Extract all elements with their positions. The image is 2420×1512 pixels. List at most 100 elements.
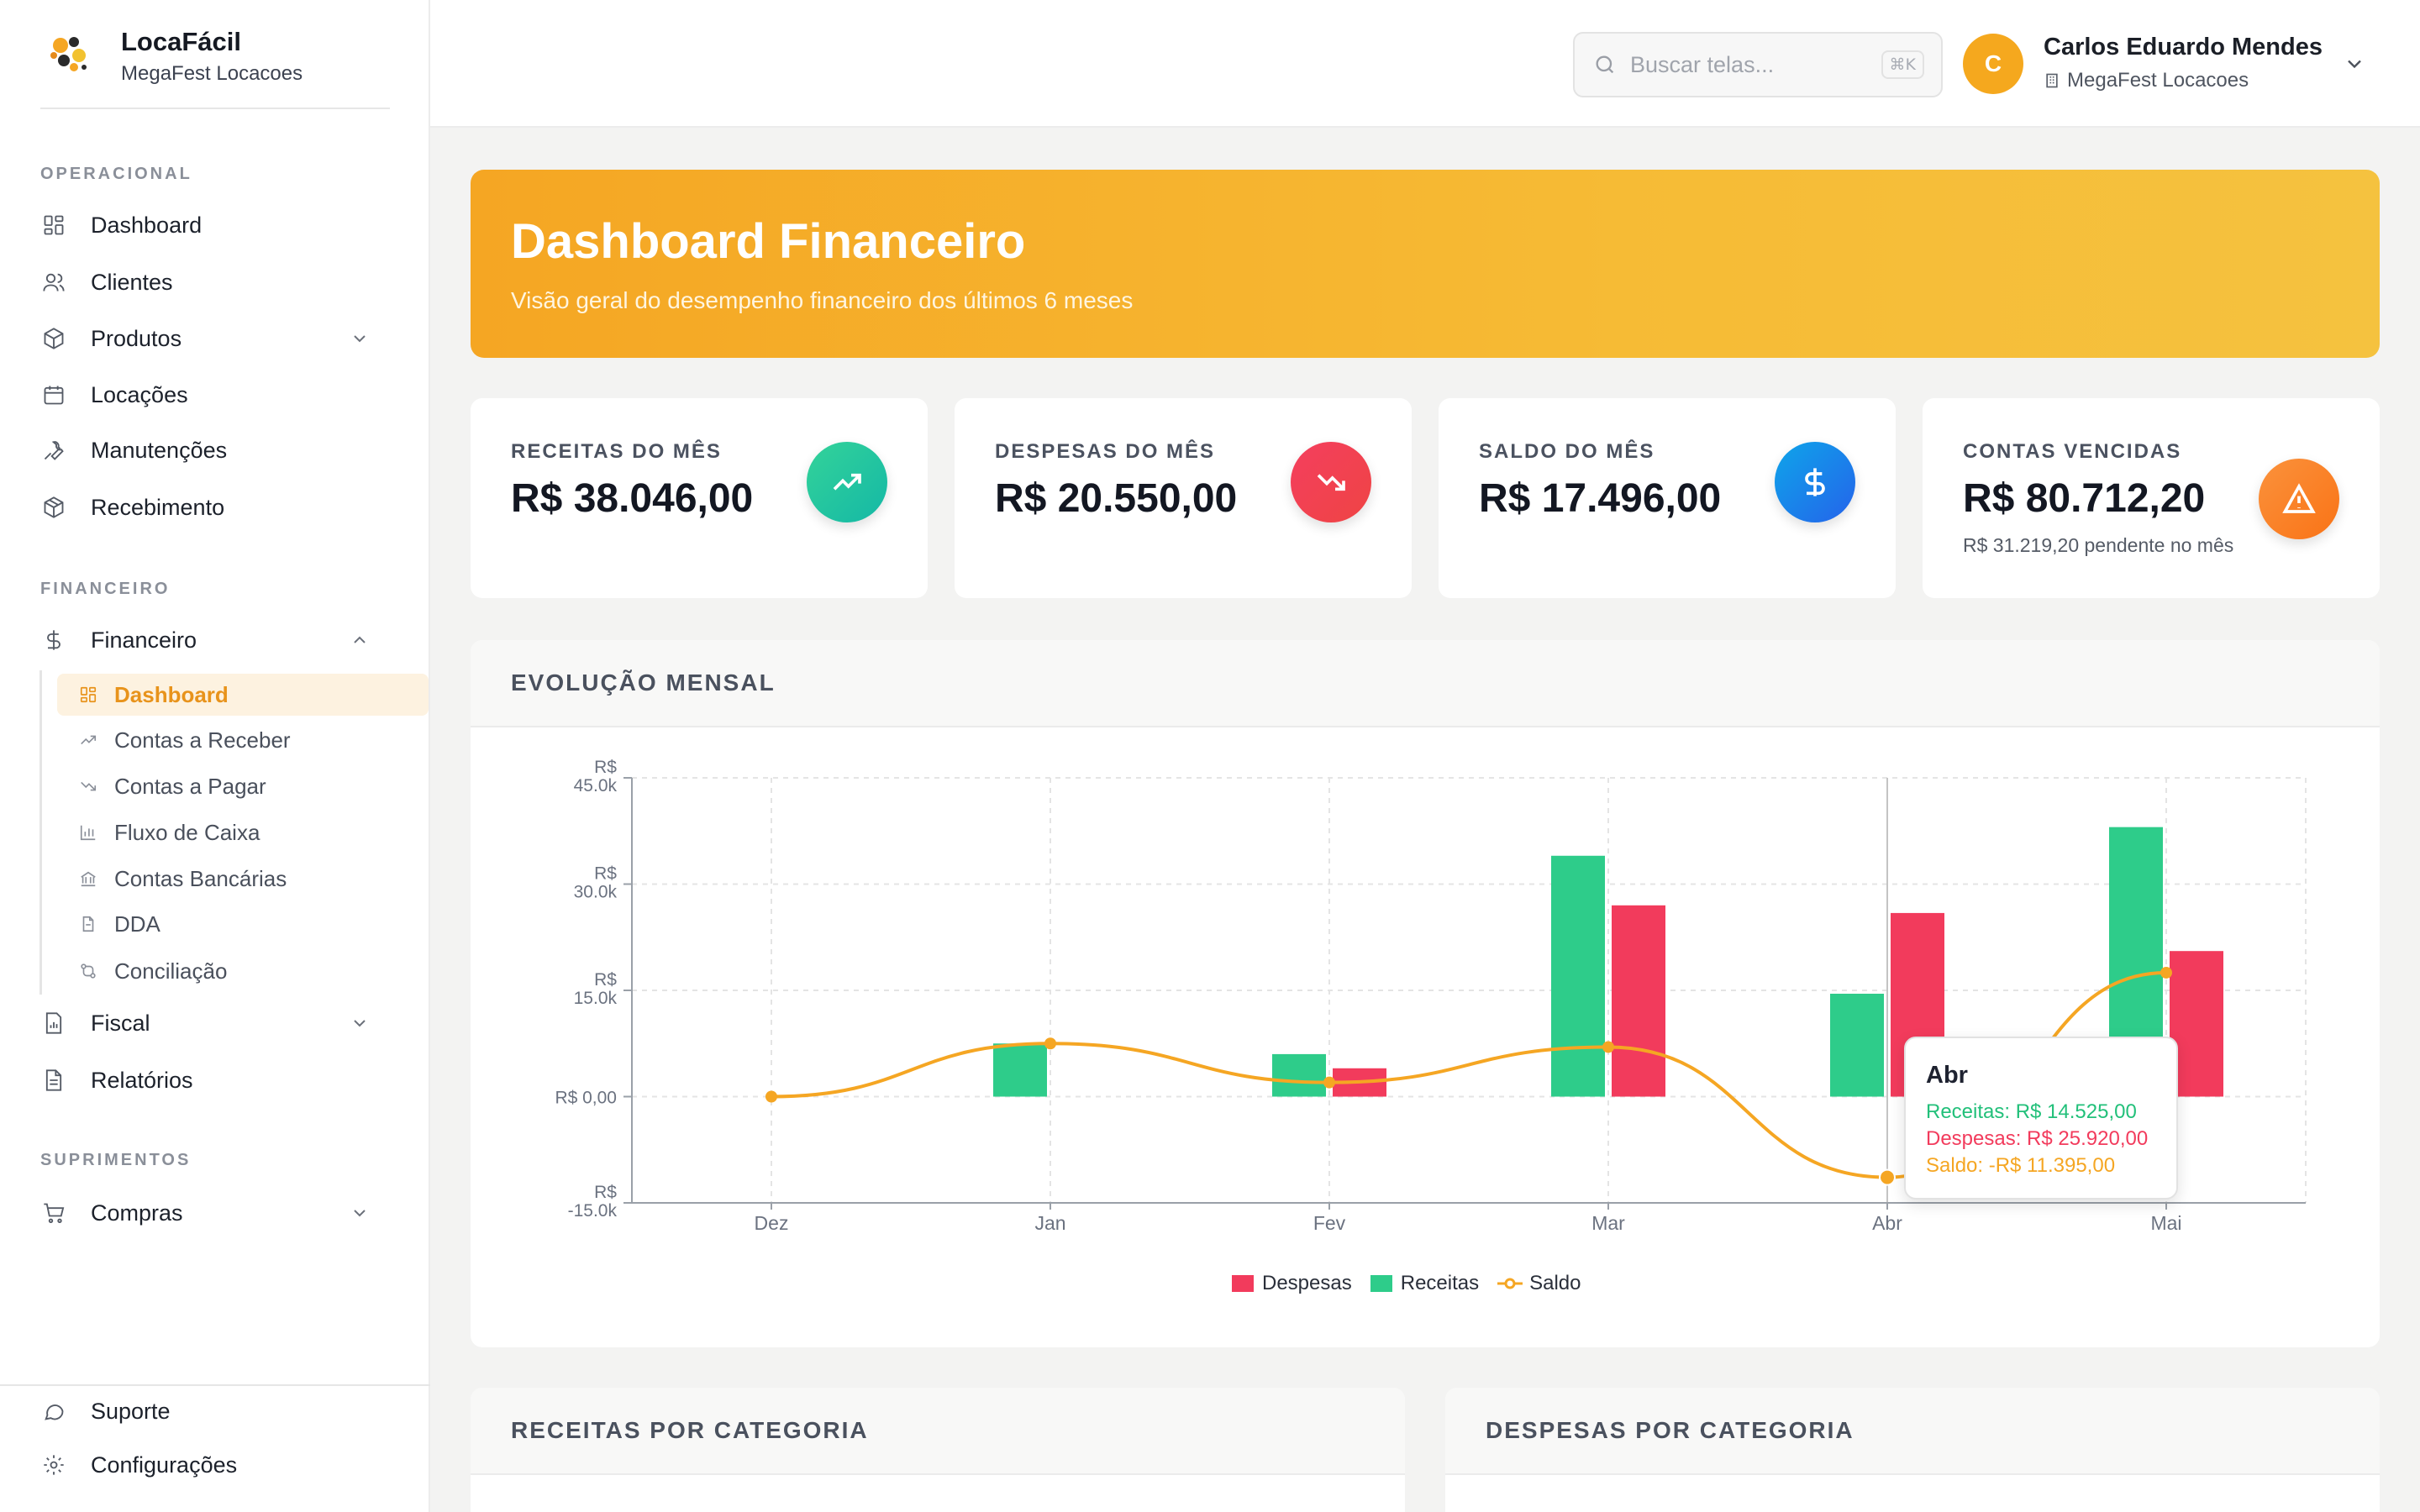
expenses-by-category-card: DESPESAS POR CATEGORIA — [1445, 1388, 2380, 1512]
brand[interactable]: LocaFácil MegaFest Locacoes — [40, 24, 390, 109]
search-shortcut: ⌘K — [1881, 50, 1924, 79]
submenu-item-contas-bancarias[interactable]: Contas Bancárias — [57, 858, 429, 900]
user-name[interactable]: Carlos Eduardo Mendes — [2044, 34, 2323, 60]
user-org-label: MegaFest Locacoes — [2067, 69, 2249, 92]
kpi-label: CONTAS VENCIDAS — [1963, 440, 2182, 463]
search-input[interactable]: Buscar telas... ⌘K — [1573, 32, 1943, 97]
submenu-item-contas-pagar[interactable]: Contas a Pagar — [57, 765, 429, 807]
submenu-item-dashboard[interactable]: Dashboard — [57, 674, 429, 716]
y-tick-label: 15.0k — [574, 989, 618, 1008]
sidebar: LocaFácil MegaFest Locacoes OPERACIONAL … — [0, 0, 430, 1512]
legend-line-swatch — [1497, 1278, 1523, 1289]
bar-despesas[interactable] — [2170, 951, 2223, 1097]
kpi-value: R$ 38.046,00 — [511, 476, 754, 521]
submenu-rail — [39, 670, 42, 995]
sidebar-footer — [0, 1384, 430, 1386]
page-banner: Dashboard Financeiro Visão geral do dese… — [471, 170, 2380, 358]
point-saldo[interactable] — [765, 1090, 777, 1103]
sidebar-item-label: Fiscal — [91, 1010, 150, 1036]
bar-chart-icon — [77, 822, 99, 843]
y-tick-label: R$ — [594, 864, 617, 884]
point-saldo[interactable] — [1044, 1037, 1056, 1050]
sidebar-item-recebimento[interactable]: Recebimento — [40, 484, 390, 531]
sidebar-item-label: Recebimento — [91, 494, 225, 520]
sidebar-item-compras[interactable]: Compras — [40, 1189, 390, 1236]
sidebar-item-clientes[interactable]: Clientes — [40, 259, 390, 306]
sidebar-item-label: Clientes — [91, 269, 173, 295]
point-saldo[interactable] — [1602, 1041, 1614, 1053]
legend-item-despesas[interactable]: Despesas — [1232, 1272, 1352, 1295]
dollar-icon — [1775, 442, 1855, 522]
sidebar-item-produtos[interactable]: Produtos — [40, 315, 390, 362]
submenu-item-label: DDA — [114, 911, 160, 937]
sidebar-item-label: Suporte — [91, 1398, 171, 1424]
legend-label: Receitas — [1400, 1272, 1480, 1294]
sidebar-item-locacoes[interactable]: Locações — [40, 371, 390, 418]
sidebar-item-relatorios[interactable]: Relatórios — [40, 1057, 390, 1104]
submenu-item-dda[interactable]: DDA — [57, 903, 429, 945]
kpi-label: RECEITAS DO MÊS — [511, 440, 722, 463]
legend-label: Despesas — [1262, 1272, 1352, 1294]
kpi-value: R$ 17.496,00 — [1479, 476, 1722, 521]
legend-swatch — [1370, 1275, 1392, 1292]
x-tick-label: Dez — [755, 1212, 789, 1231]
sidebar-item-label: Produtos — [91, 325, 182, 351]
x-tick-label: Mar — [1591, 1212, 1625, 1231]
x-tick-label: Fev — [1313, 1212, 1346, 1231]
point-saldo[interactable] — [2160, 966, 2172, 979]
bar-receitas[interactable] — [1830, 994, 1884, 1097]
sidebar-item-configuracoes[interactable]: Configurações — [40, 1441, 390, 1488]
chevron-up-icon[interactable] — [350, 630, 370, 650]
y-tick-label: R$ 0,00 — [555, 1089, 617, 1108]
legend-item-saldo[interactable]: Saldo — [1497, 1272, 1581, 1295]
submenu-item-contas-receber[interactable]: Contas a Receber — [57, 719, 429, 761]
sidebar-item-suporte[interactable]: Suporte — [40, 1388, 390, 1435]
card-title: EVOLUÇÃO MENSAL — [471, 640, 2380, 727]
y-tick-label: R$ — [594, 758, 617, 777]
box-icon — [40, 325, 67, 352]
bar-receitas[interactable] — [1551, 855, 1605, 1097]
user-org: MegaFest Locacoes — [2044, 69, 2249, 92]
brand-subtitle: MegaFest Locacoes — [121, 62, 303, 85]
chevron-down-icon[interactable] — [2343, 52, 2366, 76]
submenu-item-label: Contas a Receber — [114, 727, 291, 753]
cart-icon — [40, 1200, 67, 1226]
receipt-icon — [40, 1010, 67, 1037]
sidebar-item-label: Financeiro — [91, 627, 197, 653]
submenu-item-label: Fluxo de Caixa — [114, 819, 260, 845]
bar-receitas[interactable] — [1272, 1053, 1326, 1097]
brand-logo-icon — [50, 37, 87, 71]
chevron-down-icon[interactable] — [350, 1013, 370, 1033]
sidebar-item-label: Compras — [91, 1200, 183, 1226]
avatar[interactable]: C — [1963, 34, 2023, 94]
point-saldo[interactable] — [1323, 1076, 1335, 1089]
card-title: RECEITAS POR CATEGORIA — [471, 1388, 1405, 1475]
point-saldo[interactable] — [1879, 1168, 1896, 1186]
legend-item-receitas[interactable]: Receitas — [1370, 1272, 1479, 1295]
sidebar-item-manutencoes[interactable]: Manutenções — [40, 427, 390, 474]
chevron-down-icon[interactable] — [350, 328, 370, 349]
y-tick-label: 30.0k — [574, 883, 618, 902]
x-tick-label: Abr — [1872, 1212, 1902, 1231]
monthly-evolution-card: EVOLUÇÃO MENSAL — [471, 640, 2380, 1347]
section-label-financeiro: FINANCEIRO — [40, 580, 171, 598]
sidebar-item-dashboard[interactable]: Dashboard — [40, 202, 390, 249]
chart-tooltip: Abr Receitas: R$ 14.525,00 Despesas: R$ … — [1904, 1037, 2178, 1200]
dollar-icon — [40, 627, 67, 654]
grid-icon — [40, 212, 67, 239]
kpi-value: R$ 20.550,00 — [995, 476, 1238, 521]
chevron-down-icon[interactable] — [350, 1203, 370, 1223]
sidebar-item-financeiro[interactable]: Financeiro — [40, 617, 390, 664]
submenu-item-conciliacao[interactable]: Conciliação — [57, 950, 429, 992]
bar-despesas[interactable] — [1612, 905, 1665, 1097]
message-icon — [40, 1398, 67, 1425]
trend-up-icon — [807, 442, 887, 522]
kpi-label: DESPESAS DO MÊS — [995, 440, 1216, 463]
building-icon — [2046, 73, 2058, 88]
section-label-suprimentos: SUPRIMENTOS — [40, 1151, 192, 1169]
bar-receitas[interactable] — [993, 1043, 1047, 1097]
sidebar-item-fiscal[interactable]: Fiscal — [40, 1000, 390, 1047]
submenu-item-fluxo-caixa[interactable]: Fluxo de Caixa — [57, 811, 429, 853]
wrench-icon — [40, 437, 67, 464]
kpi-note: R$ 31.219,20 pendente no mês — [1963, 534, 2234, 556]
